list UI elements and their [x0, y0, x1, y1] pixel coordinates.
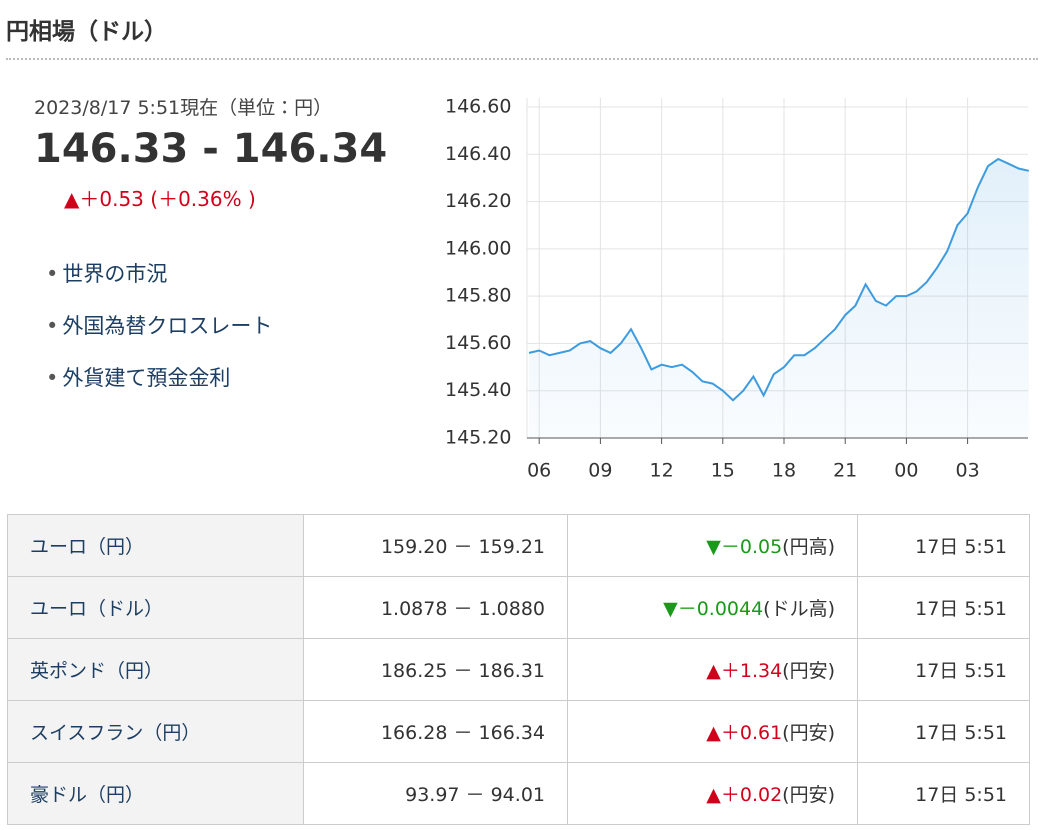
- change-value: ▲＋0.61: [706, 722, 783, 744]
- x-tick-label: 03: [956, 460, 980, 482]
- page-title: 円相場（ドル）: [6, 19, 167, 45]
- currency-name: 英ポンド（円）: [7, 638, 304, 701]
- y-tick-label: 146.40: [445, 143, 511, 165]
- currency-name: 豪ドル（円）: [7, 762, 304, 825]
- link-list: 世界の市況 外国為替クロスレート 外貨建て預金金利: [46, 258, 272, 414]
- divider: [6, 58, 1038, 60]
- update-time: 17日 5:51: [857, 700, 1030, 763]
- currency-name: スイスフラン（円）: [7, 700, 304, 763]
- line: [528, 157, 1030, 402]
- change-note: (円安): [782, 660, 835, 682]
- table-row: 豪ドル（円） 93.97 － 94.01 ▲＋0.02(円安) 17日 5:51: [7, 762, 1030, 825]
- x-tick-label: 06: [527, 460, 551, 482]
- change-cell: ▲＋1.34(円安): [567, 638, 858, 701]
- x-tick-label: 09: [588, 460, 612, 482]
- change-note: (ドル高): [763, 598, 835, 620]
- change-value: ▲＋0.02: [706, 784, 783, 806]
- link[interactable]: 外国為替クロスレート: [46, 310, 272, 362]
- y-tick-label: 145.80: [445, 285, 511, 307]
- change-value: ▼－0.05: [706, 536, 783, 558]
- change-note: (円安): [782, 722, 835, 744]
- link[interactable]: 外貨建て預金金利: [46, 362, 272, 414]
- chart: 145.20 145.40 145.60 145.80 146.00 146.20 146.…: [445, 96, 1030, 482]
- currency-name: ユーロ（円）: [7, 514, 304, 577]
- table-row: ユーロ（円） 159.20 － 159.21 ▼－0.05(円高) 17日 5:51: [7, 514, 1030, 577]
- table-row: 英ポンド（円） 186.25 － 186.31 ▲＋1.34(円安) 17日 5:51: [7, 638, 1030, 701]
- table-row: スイスフラン（円） 166.28 － 166.34 ▲＋0.61(円安) 17日 5:…: [7, 700, 1030, 763]
- y-tick-label: 145.40: [445, 379, 511, 401]
- x-tick-label: 18: [772, 460, 796, 482]
- timestamp: 2023/8/17 5:51現在（単位：円）: [34, 97, 333, 119]
- x-tick-label: 12: [650, 460, 674, 482]
- table-row: ユーロ（ドル） 1.0878 － 1.0880 ▼－0.0044(ドル高) 17日 5…: [7, 576, 1030, 639]
- y-tick-label: 145.20: [445, 427, 511, 449]
- rate: 166.28 － 166.34: [303, 700, 568, 763]
- update-time: 17日 5:51: [857, 514, 1030, 577]
- update-time: 17日 5:51: [857, 576, 1030, 639]
- change-cell: ▲＋0.02(円安): [567, 762, 858, 825]
- rate: 159.20 － 159.21: [303, 514, 568, 577]
- change-value: ▲＋1.34: [706, 660, 783, 682]
- update-time: 17日 5:51: [857, 762, 1030, 825]
- area: [529, 159, 1029, 438]
- rate: 1.0878 － 1.0880: [303, 576, 568, 639]
- x-tick-label: 15: [711, 460, 735, 482]
- y-tick-label: 146.00: [445, 237, 511, 259]
- update-time: 17日 5:51: [857, 638, 1030, 701]
- y-tick-label: 146.60: [445, 96, 511, 118]
- currency-name: ユーロ（ドル）: [7, 576, 304, 639]
- change-cell: ▼－0.05(円高): [567, 514, 858, 577]
- y-tick-label: 145.60: [445, 332, 511, 354]
- change-cell: ▲＋0.61(円安): [567, 700, 858, 763]
- change-note: (円安): [782, 784, 835, 806]
- link[interactable]: 世界の市況: [46, 258, 272, 310]
- change-value: ▼－0.0044: [663, 598, 764, 620]
- change-cell: ▼－0.0044(ドル高): [567, 576, 858, 639]
- rate: 93.97 － 94.01: [303, 762, 568, 825]
- x-tick-label: 00: [894, 460, 918, 482]
- x-tick-label: 21: [833, 460, 857, 482]
- rate: 186.25 － 186.31: [303, 638, 568, 701]
- price: 146.33 - 146.34: [34, 126, 388, 172]
- price-change: ▲＋0.53 (＋0.36% ): [64, 187, 256, 211]
- change-note: (円高): [782, 536, 835, 558]
- y-tick-label: 146.20: [445, 190, 511, 212]
- rate-table: ユーロ（円） 159.20 － 159.21 ▼－0.05(円高) 17日 5:51 ユ…: [7, 514, 1030, 825]
